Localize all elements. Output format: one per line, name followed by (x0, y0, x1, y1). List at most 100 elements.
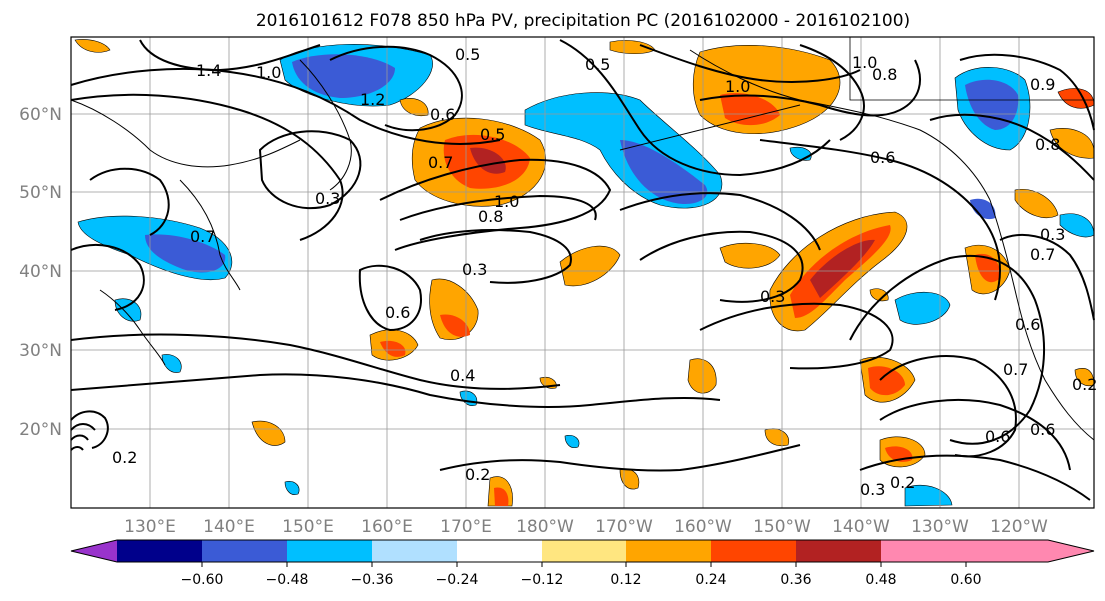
pv-contour (70, 446, 84, 451)
colorbar-bin (117, 540, 202, 562)
pv-contour (70, 67, 501, 145)
lat-label-30n: 30°N (19, 341, 62, 361)
lon-label-140e: 140°E (203, 517, 255, 537)
contour-label: 0.6 (430, 105, 455, 124)
colorbar-bin (966, 540, 1048, 562)
coastline-korea (99, 289, 166, 366)
contour-label: 0.2 (1072, 375, 1097, 394)
lon-label-130e: 130°E (124, 517, 176, 537)
border-alaska-canada (849, 37, 1094, 101)
lon-label-150w: 150°W (753, 517, 811, 537)
lat-label-40n: 40°N (19, 262, 62, 282)
contour-label: 0.3 (860, 480, 885, 499)
colorbar-tick-label: 0.24 (695, 572, 726, 588)
colorbar-ticks (201, 562, 967, 567)
contour-label: 0.8 (478, 207, 503, 226)
pv-contour (258, 130, 362, 210)
map-border (70, 36, 1095, 509)
contour-label: 0.6 (1030, 420, 1055, 439)
pv-contour (999, 234, 1095, 321)
lat-labels: 60°N 50°N 40°N 30°N 20°N (19, 105, 62, 440)
colorbar-tick-label: −0.12 (521, 572, 564, 588)
pv-contour (639, 44, 861, 83)
pv-contour (89, 167, 170, 236)
lon-label-120w: 120°W (990, 517, 1048, 537)
contour-label: 1.0 (852, 53, 877, 72)
colorbar-outline (70, 539, 1095, 563)
contour-label: 0.8 (1035, 135, 1060, 154)
lon-label-180w: 180°W (516, 517, 574, 537)
negative-region-gulf-alaska (954, 67, 1031, 151)
colorbar-tick-label: −0.60 (181, 572, 224, 588)
pv-contour (439, 444, 801, 472)
coastline-japan (179, 179, 241, 291)
negative-region-kamchatka (279, 44, 433, 107)
contour-labels: 1.4 1.0 0.5 1.2 0.6 0.5 0.5 1.0 1.0 0.8 … (112, 45, 1097, 499)
lat-label-50n: 50°N (19, 183, 62, 203)
pv-contour (879, 355, 1017, 458)
colorbar-bin (457, 540, 542, 562)
pv-contour (70, 244, 145, 311)
colorbar-tick-label: 0.36 (780, 572, 811, 588)
contour-label: 0.5 (455, 45, 480, 64)
lon-label-160w: 160°W (674, 517, 732, 537)
contour-label: 1.0 (256, 63, 281, 82)
lon-label-170w: 170°W (595, 517, 653, 537)
pv-contour (329, 45, 463, 132)
contour-label: 0.7 (1030, 245, 1055, 264)
pv-contour (70, 434, 89, 441)
pv-contour (70, 410, 109, 449)
colorbar-bin (542, 540, 626, 562)
contour-label: 0.7 (428, 153, 453, 172)
contour-label: 1.4 (196, 61, 221, 80)
coastline-north-america (989, 199, 1095, 441)
colorbar-tick-label: −0.48 (266, 572, 309, 588)
colorbar-tick-label: 0.12 (610, 572, 641, 588)
colorbar-bin (796, 540, 881, 562)
pv-contour (859, 454, 1091, 501)
colorbar-bin (372, 540, 457, 562)
lon-label-150e: 150°E (282, 517, 334, 537)
negative-region-japan (77, 215, 233, 281)
contour-label: 0.4 (450, 366, 475, 385)
lon-label-160e: 160°E (361, 517, 413, 537)
contour-label: 0.9 (1030, 75, 1055, 94)
contour-label: 0.8 (872, 65, 897, 84)
colorbar-extend-min (71, 540, 117, 562)
positive-region-central-north (411, 117, 546, 207)
colorbar-bin (626, 540, 711, 562)
contour-label: 0.3 (315, 189, 340, 208)
figure-title: 2016101612 F078 850 hPa PV, precipitatio… (256, 11, 910, 31)
negative-region-aleutian (524, 92, 723, 209)
coastline-kamchatka (299, 59, 352, 191)
pv-contour (399, 194, 597, 221)
pv-contour (70, 93, 344, 241)
contour-label: 0.6 (385, 303, 410, 322)
map-panel: 1.4 1.0 0.5 1.2 0.6 0.5 0.5 1.0 1.0 0.8 … (70, 36, 1097, 509)
lat-label-20n: 20°N (19, 420, 62, 440)
contour-label: 0.6 (985, 427, 1010, 446)
contour-label: 0.2 (890, 473, 915, 492)
pv-contour (619, 192, 821, 251)
pv-contour (70, 423, 96, 431)
pv-contour (879, 399, 1071, 471)
pv-contour (699, 59, 921, 117)
contour-label: 0.3 (760, 287, 785, 306)
pv-contour (379, 158, 612, 251)
pv-contour (419, 229, 572, 284)
contour-label: 1.0 (725, 77, 750, 96)
pv-contour (358, 264, 422, 332)
pv-contour (759, 139, 1001, 301)
lon-label-140w: 140°W (832, 517, 890, 537)
contour-label: 0.5 (585, 55, 610, 74)
pv-contour (70, 373, 721, 408)
lon-labels: 130°E 140°E 150°E 160°E 170°E 180°W 170°… (124, 517, 1048, 537)
lon-label-170e: 170°E (440, 517, 492, 537)
coastline-aleutians (619, 104, 801, 151)
contour-label: 0.7 (1003, 360, 1028, 379)
pv-contour (799, 44, 865, 141)
pv-contours (70, 39, 1095, 501)
contour-label: 1.2 (360, 90, 385, 109)
lon-label-130w: 130°W (911, 517, 969, 537)
